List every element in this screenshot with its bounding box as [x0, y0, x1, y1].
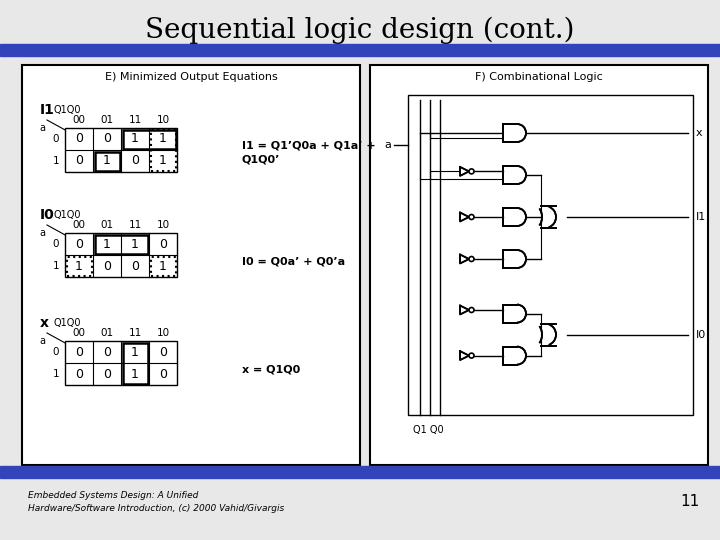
- Text: 11: 11: [128, 328, 142, 338]
- Text: 01: 01: [100, 115, 114, 125]
- Circle shape: [469, 214, 474, 219]
- Polygon shape: [460, 254, 469, 264]
- Text: 11: 11: [128, 115, 142, 125]
- Circle shape: [469, 169, 474, 174]
- Text: 1: 1: [131, 368, 139, 381]
- Bar: [541, 323, 557, 346]
- Text: 01: 01: [100, 220, 114, 230]
- Text: 1: 1: [53, 369, 59, 379]
- Text: Q1Q0: Q1Q0: [53, 318, 81, 328]
- Text: 1: 1: [131, 132, 139, 145]
- Text: 01: 01: [100, 328, 114, 338]
- Text: 10: 10: [156, 115, 170, 125]
- Bar: [65, 233, 177, 277]
- Bar: [408, 95, 693, 415]
- Bar: [503, 250, 517, 268]
- Text: 00: 00: [73, 115, 86, 125]
- Text: 1: 1: [103, 238, 111, 251]
- Text: 0: 0: [159, 346, 167, 359]
- Text: 1: 1: [159, 154, 167, 167]
- Text: 0: 0: [131, 154, 139, 167]
- Text: 10: 10: [156, 328, 170, 338]
- Bar: [122, 342, 148, 383]
- Text: 0: 0: [53, 347, 59, 357]
- Text: 0: 0: [53, 134, 59, 144]
- Text: x: x: [696, 128, 703, 138]
- Text: 0: 0: [103, 132, 111, 145]
- Polygon shape: [460, 167, 469, 176]
- Text: E) Minimized Output Equations: E) Minimized Output Equations: [104, 72, 277, 82]
- Text: 00: 00: [73, 220, 86, 230]
- Text: 0: 0: [159, 368, 167, 381]
- Text: 0: 0: [159, 238, 167, 251]
- Text: Embedded Systems Design: A Unified
Hardware/Software Introduction, (c) 2000 Vahi: Embedded Systems Design: A Unified Hardw…: [28, 491, 284, 513]
- Bar: [65, 128, 177, 172]
- Text: 0: 0: [75, 346, 83, 359]
- Bar: [503, 208, 517, 226]
- Text: x = Q1Q0: x = Q1Q0: [242, 365, 300, 375]
- Text: I0 = Q0a’ + Q0’a: I0 = Q0a’ + Q0’a: [242, 257, 345, 267]
- Bar: [150, 130, 176, 171]
- Polygon shape: [460, 213, 469, 221]
- Text: 1: 1: [131, 346, 139, 359]
- Text: 11: 11: [128, 220, 142, 230]
- Bar: [503, 166, 517, 184]
- Text: 1: 1: [159, 260, 167, 273]
- Text: 1: 1: [103, 154, 111, 167]
- Text: I0: I0: [696, 329, 706, 340]
- Bar: [94, 152, 120, 171]
- Circle shape: [469, 307, 474, 313]
- Text: 0: 0: [131, 260, 139, 273]
- Text: I1: I1: [40, 103, 55, 117]
- Text: 0: 0: [103, 260, 111, 273]
- Text: 0: 0: [75, 238, 83, 251]
- Text: a: a: [39, 228, 45, 238]
- Bar: [370, 65, 708, 465]
- Circle shape: [469, 256, 474, 261]
- Bar: [503, 124, 517, 142]
- Bar: [0, 44, 720, 56]
- Polygon shape: [460, 306, 469, 314]
- Bar: [122, 130, 176, 148]
- Text: 1: 1: [159, 132, 167, 145]
- Bar: [0, 466, 720, 478]
- Polygon shape: [460, 351, 469, 360]
- Text: 1: 1: [131, 238, 139, 251]
- Text: I0: I0: [40, 208, 55, 222]
- Text: 0: 0: [75, 368, 83, 381]
- Bar: [22, 65, 360, 465]
- Bar: [150, 256, 176, 275]
- Bar: [65, 341, 177, 385]
- Text: 11: 11: [680, 495, 700, 510]
- Text: 0: 0: [75, 154, 83, 167]
- Text: Sequential logic design (cont.): Sequential logic design (cont.): [145, 16, 575, 44]
- Text: Q1Q0: Q1Q0: [53, 210, 81, 220]
- Text: 00: 00: [73, 328, 86, 338]
- Bar: [94, 234, 148, 253]
- Text: I1 = Q1’Q0a + Q1a’ +: I1 = Q1’Q0a + Q1a’ +: [242, 140, 376, 150]
- Text: Q1 Q0: Q1 Q0: [413, 425, 444, 435]
- Bar: [503, 305, 517, 322]
- Bar: [541, 206, 557, 228]
- Text: 0: 0: [103, 368, 111, 381]
- Bar: [66, 256, 91, 275]
- Text: a: a: [384, 140, 392, 150]
- Text: F) Combinational Logic: F) Combinational Logic: [475, 72, 603, 82]
- Text: a: a: [39, 336, 45, 346]
- Text: 0: 0: [75, 132, 83, 145]
- Text: Q1Q0’: Q1Q0’: [242, 154, 280, 164]
- Text: Q1Q0: Q1Q0: [53, 105, 81, 115]
- Circle shape: [469, 353, 474, 358]
- Text: 10: 10: [156, 220, 170, 230]
- Text: x: x: [40, 316, 49, 330]
- Text: 1: 1: [53, 156, 59, 166]
- Text: a: a: [39, 123, 45, 133]
- Text: 1: 1: [53, 261, 59, 271]
- Text: 0: 0: [53, 239, 59, 249]
- Text: 0: 0: [103, 346, 111, 359]
- Text: I1: I1: [696, 212, 706, 222]
- Bar: [503, 347, 517, 364]
- Text: 1: 1: [75, 260, 83, 273]
